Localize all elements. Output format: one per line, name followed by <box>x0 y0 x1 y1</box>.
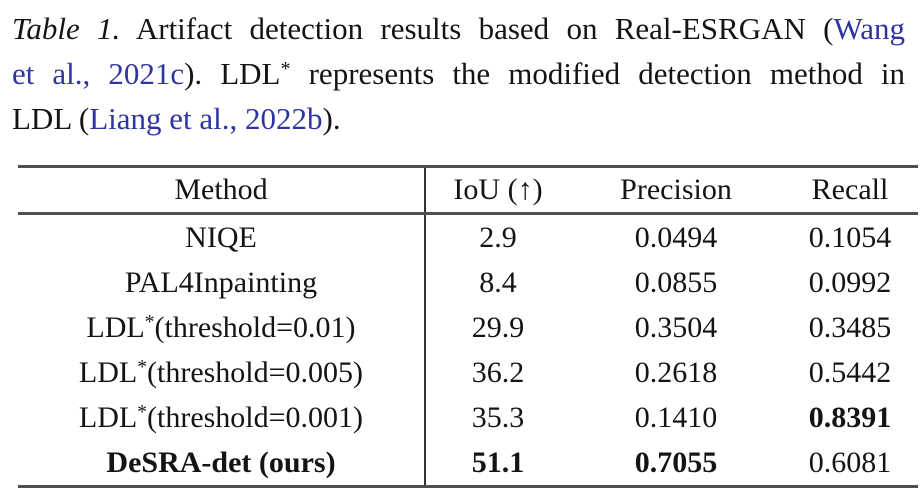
method-cell: NIQE <box>18 213 426 260</box>
method-name: PAL4Inpainting <box>124 265 318 299</box>
precision-cell: 0.7055 <box>634 445 718 479</box>
recall-cell: 0.8391 <box>808 400 892 434</box>
method-cell: PAL4Inpainting <box>18 260 426 305</box>
caption-line: et al., 2021c). LDL* represents the modi… <box>12 51 905 96</box>
recall-cell: 0.1054 <box>808 220 892 254</box>
recall-cell: 0.3485 <box>808 310 892 344</box>
method-name: LDL <box>86 310 145 344</box>
caption-text: ). <box>322 101 341 136</box>
method-superscript: * <box>144 311 155 333</box>
recall-cell: 0.0992 <box>808 265 892 299</box>
results-table: Method IoU (↑) Precision Recall NIQE 2.9 0… <box>18 165 918 488</box>
method-name: DeSRA-det (ours) <box>106 445 336 479</box>
method-cell: LDL*(threshold=0.01) <box>18 305 426 350</box>
precision-cell: 0.0494 <box>634 220 718 254</box>
method-superscript: * <box>137 356 147 378</box>
table-row: PAL4Inpainting 8.4 0.0855 0.0992 <box>18 260 918 305</box>
caption-text: represents the modified detection method… <box>290 56 905 91</box>
caption-text: Artifact detection results based on Real… <box>120 11 834 46</box>
iou-cell: 2.9 <box>479 220 517 254</box>
method-suffix: (threshold=0.01) <box>154 310 356 344</box>
recall-cell: 0.6081 <box>808 445 892 479</box>
iou-cell: 35.3 <box>471 400 525 434</box>
table-row: NIQE 2.9 0.0494 0.1054 <box>18 213 918 260</box>
citation-link[interactable]: Liang et al., 2022b <box>89 101 323 136</box>
method-name: NIQE <box>185 220 257 254</box>
method-cell: LDL*(threshold=0.001) <box>18 395 426 440</box>
iou-cell: 29.9 <box>471 310 525 344</box>
results-thead: Method IoU (↑) Precision Recall <box>18 166 918 215</box>
recall-cell: 0.5442 <box>808 355 892 389</box>
table-row: LDL*(threshold=0.01) 29.9 0.3504 0.3485 <box>18 305 918 350</box>
table-row: LDL*(threshold=0.005) 36.2 0.2618 0.5442 <box>18 350 918 395</box>
iou-cell: 8.4 <box>479 265 517 299</box>
method-cell: LDL*(threshold=0.005) <box>18 350 426 395</box>
table-caption: Table 1. Artifact detection results base… <box>12 6 905 141</box>
method-name: LDL <box>78 400 138 434</box>
table-row: LDL*(threshold=0.001) 35.3 0.1410 0.8391 <box>18 395 918 440</box>
method-suffix: (threshold=0.001) <box>147 400 364 434</box>
header-row: Method IoU (↑) Precision Recall <box>18 166 918 215</box>
column-header-recall: Recall <box>782 166 918 215</box>
column-header-precision: Precision <box>570 166 782 215</box>
results-tbody: NIQE 2.9 0.0494 0.1054 PAL4Inpainting 8.4 0.08… <box>18 213 918 487</box>
precision-cell: 0.0855 <box>634 265 718 299</box>
results-table-wrap: Method IoU (↑) Precision Recall NIQE 2.9 0… <box>18 165 918 488</box>
caption-line: Table 1. Artifact detection results base… <box>12 6 905 51</box>
column-header-method: Method <box>18 166 426 215</box>
method-superscript: * <box>137 401 147 423</box>
column-header-iou: IoU (↑) <box>425 166 570 215</box>
iou-cell: 36.2 <box>471 355 525 389</box>
citation-link[interactable]: Wang <box>833 11 905 46</box>
table-row: DeSRA-det (ours) 51.1 0.7055 0.6081 <box>18 440 918 487</box>
citation-link[interactable]: et al., 2021c <box>12 56 185 91</box>
method-name: LDL <box>78 355 138 389</box>
caption-text: ). LDL <box>184 56 281 91</box>
iou-cell: 51.1 <box>471 445 525 479</box>
caption-text: LDL ( <box>12 101 90 136</box>
precision-cell: 0.2618 <box>634 355 718 389</box>
precision-cell: 0.3504 <box>634 310 718 344</box>
caption-text: Table 1. <box>12 11 121 46</box>
precision-cell: 0.1410 <box>634 400 718 434</box>
method-suffix: (threshold=0.005) <box>147 355 364 389</box>
caption-text: * <box>280 57 291 80</box>
method-cell: DeSRA-det (ours) <box>18 440 426 487</box>
caption-line: LDL (Liang et al., 2022b). <box>12 96 905 141</box>
